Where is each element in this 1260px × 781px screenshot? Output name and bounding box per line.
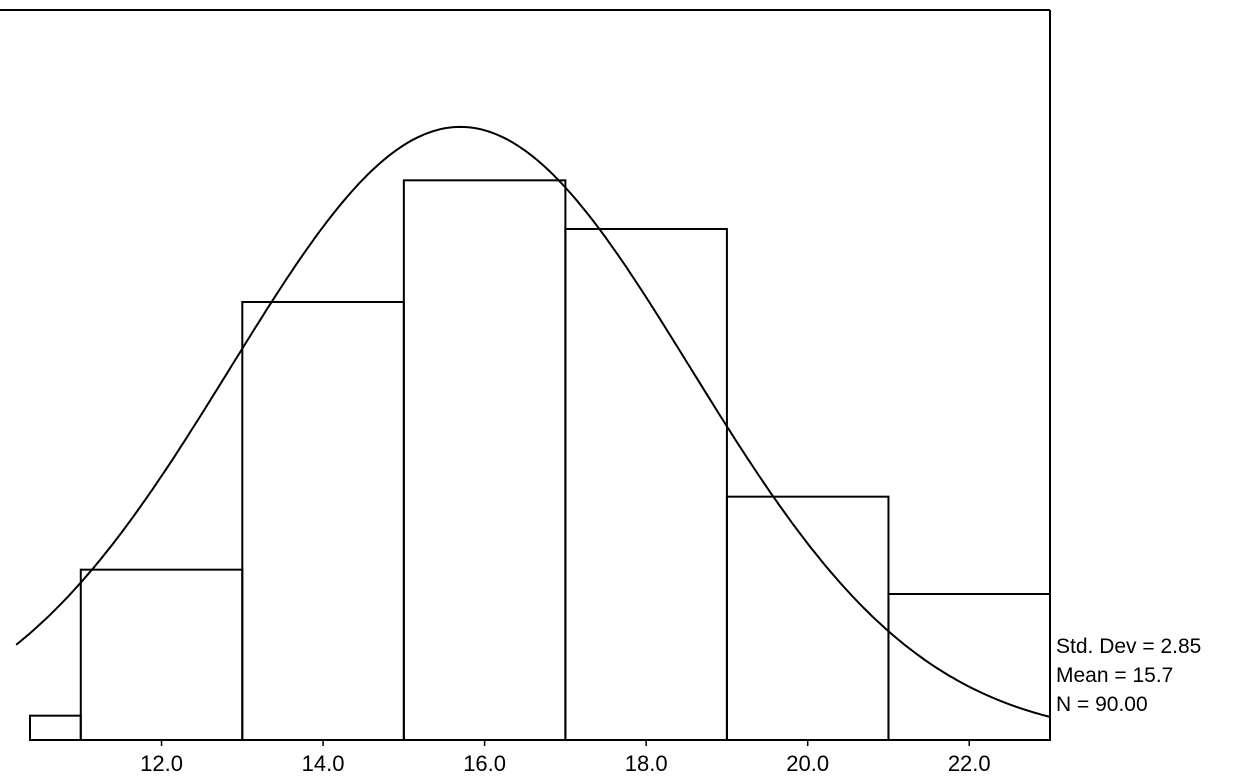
histogram-bar (241, 301, 405, 741)
x-tick-label: 14.0 (302, 751, 345, 776)
x-tick-label: 22.0 (948, 751, 991, 776)
histogram-bar (79, 568, 244, 742)
x-tick-label: 20.0 (786, 751, 829, 776)
x-tick-label: 12.0 (140, 751, 183, 776)
histogram-bar (564, 228, 728, 741)
histogram-bar (725, 495, 890, 741)
x-tick-label: 18.0 (625, 751, 668, 776)
histogram-bar (402, 179, 567, 742)
x-axis-ticks: 12.0 14.0 16.0 18.0 20.0 22.0 (140, 740, 991, 776)
histogram-bar (887, 593, 1052, 741)
n-label: N = 90.00 (1056, 693, 1148, 716)
normal-curve (15, 125, 1051, 718)
x-tick-label: 16.0 (463, 751, 506, 776)
summary-statistics: Std. Dev = 2.85 Mean = 15.7 N = 90.00 (1056, 632, 1201, 719)
mean-label: Mean = 15.7 (1056, 664, 1174, 687)
histogram-bar (29, 714, 82, 742)
std-dev-label: Std. Dev = 2.85 (1056, 635, 1202, 658)
histogram-bars (29, 179, 1052, 742)
